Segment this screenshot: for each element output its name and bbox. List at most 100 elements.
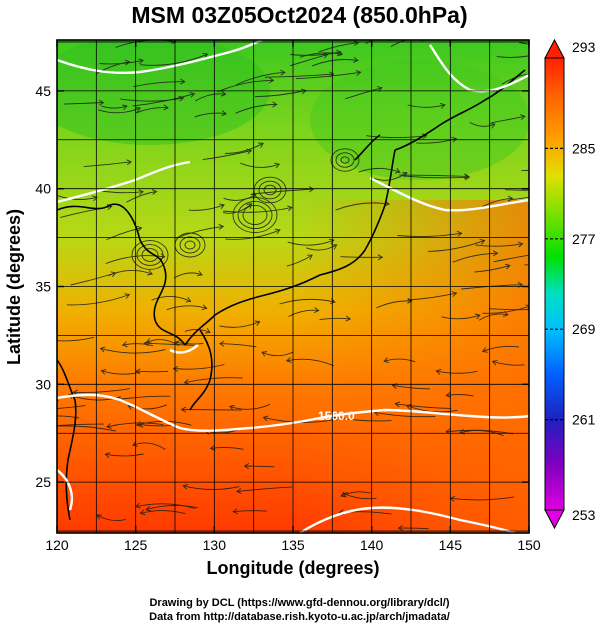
streamline-vortex: [237, 200, 273, 230]
streamline: [311, 59, 358, 67]
streamline: [446, 394, 474, 397]
streamline-arrowhead: [451, 136, 458, 143]
streamline-arrowhead: [285, 357, 292, 363]
streamline-arrowhead: [407, 297, 413, 304]
streamline: [140, 510, 186, 515]
streamline-vortex: [232, 196, 278, 234]
streamline-arrowhead: [394, 168, 401, 174]
streamline: [116, 395, 171, 401]
streamline: [358, 167, 401, 173]
x-axis-title: Longitude (degrees): [206, 558, 379, 578]
streamline: [436, 370, 478, 374]
streamline-arrowhead: [232, 508, 238, 515]
streamline-arrowhead: [121, 341, 128, 348]
y-tick-label: 45: [35, 83, 51, 99]
streamline-arrowhead: [565, 185, 570, 190]
x-tick-label: 150: [517, 537, 541, 553]
streamline-arrowhead: [98, 99, 105, 106]
streamline-arrowhead: [287, 205, 293, 212]
streamline-arrowhead: [160, 253, 166, 260]
streamline: [474, 265, 511, 273]
streamline: [340, 491, 371, 497]
streamline: [219, 343, 257, 348]
streamline-arrowhead: [328, 71, 335, 78]
streamline: [194, 112, 227, 118]
streamline: [183, 485, 240, 490]
streamline: [236, 486, 293, 492]
streamline-arrowhead: [231, 31, 236, 36]
streamline-arrowhead: [218, 223, 225, 230]
streamline-arrowhead: [147, 269, 153, 276]
streamline: [295, 71, 361, 80]
x-tick-label: 120: [45, 537, 69, 553]
streamline-arrowhead: [584, 257, 589, 262]
streamline-arrowhead: [31, 335, 36, 340]
streamline: [105, 453, 144, 457]
streamline: [501, 73, 529, 85]
streamline: [223, 206, 293, 213]
streamline: [190, 40, 203, 41]
streamline: [224, 142, 264, 154]
streamline: [146, 339, 179, 346]
streamline: [120, 97, 184, 102]
streamline: [286, 358, 334, 367]
streamline-arrowhead: [236, 488, 242, 495]
streamline-arrowhead: [185, 296, 192, 303]
streamline: [261, 351, 294, 357]
streamline-arrowhead: [178, 95, 185, 102]
streamline: [383, 358, 416, 363]
streamline: [306, 244, 337, 251]
streamline-arrowhead: [313, 307, 320, 314]
streamline: [106, 227, 142, 241]
streamline-arrowhead: [138, 189, 144, 196]
streamline-arrowhead: [345, 315, 352, 322]
lat-lon-grid: [57, 40, 529, 533]
streamline-arrowhead: [205, 328, 211, 334]
streamline: [73, 388, 130, 393]
streamline-arrowhead: [504, 263, 511, 270]
streamline-arrowhead: [376, 86, 383, 92]
streamline-arrowhead: [507, 195, 514, 202]
streamline-arrowhead: [110, 271, 117, 278]
streamline: [244, 465, 275, 468]
streamline: [217, 79, 274, 93]
streamline-arrowhead: [383, 357, 390, 364]
streamline: [482, 305, 529, 314]
streamline: [374, 411, 436, 418]
streamline-arrowhead: [307, 254, 313, 260]
streamline-arrowhead: [138, 58, 144, 65]
streamline: [488, 308, 529, 311]
streamline-arrowhead: [219, 203, 225, 209]
contour-label: 1560.0: [318, 409, 355, 423]
streamline-arrowhead: [183, 31, 188, 36]
y-tick-label: 25: [35, 474, 51, 490]
streamline: [528, 46, 529, 48]
streamline-arrowhead: [145, 505, 152, 512]
streamline-arrowhead: [394, 401, 401, 408]
colorbar-body: [544, 57, 565, 511]
streamline: [101, 370, 140, 375]
x-tick-label: 135: [281, 537, 305, 553]
streamline: [288, 309, 319, 317]
streamline: [345, 87, 382, 100]
streamline-arrowhead: [172, 365, 179, 372]
colorbar-label: 269: [572, 321, 596, 337]
streamline: [254, 90, 306, 98]
y-tick-label: 40: [35, 181, 51, 197]
streamline-arrowhead: [145, 338, 152, 344]
streamline-arrowhead: [246, 148, 253, 155]
streamline-vortex: [131, 240, 169, 270]
streamline: [57, 336, 95, 342]
streamline: [482, 345, 519, 352]
streamline: [399, 174, 469, 177]
streamline-arrowhead: [180, 78, 186, 85]
streamline: [135, 107, 169, 114]
streamline-arrowhead: [202, 52, 209, 59]
streamline-vortex: [141, 248, 159, 262]
streamline-arrowhead: [100, 369, 107, 375]
streamline: [397, 232, 462, 237]
streamline: [340, 256, 383, 258]
streamline-arrowhead: [189, 91, 196, 98]
streamline-arrowhead: [328, 238, 335, 245]
streamline-arrowhead: [397, 525, 404, 531]
